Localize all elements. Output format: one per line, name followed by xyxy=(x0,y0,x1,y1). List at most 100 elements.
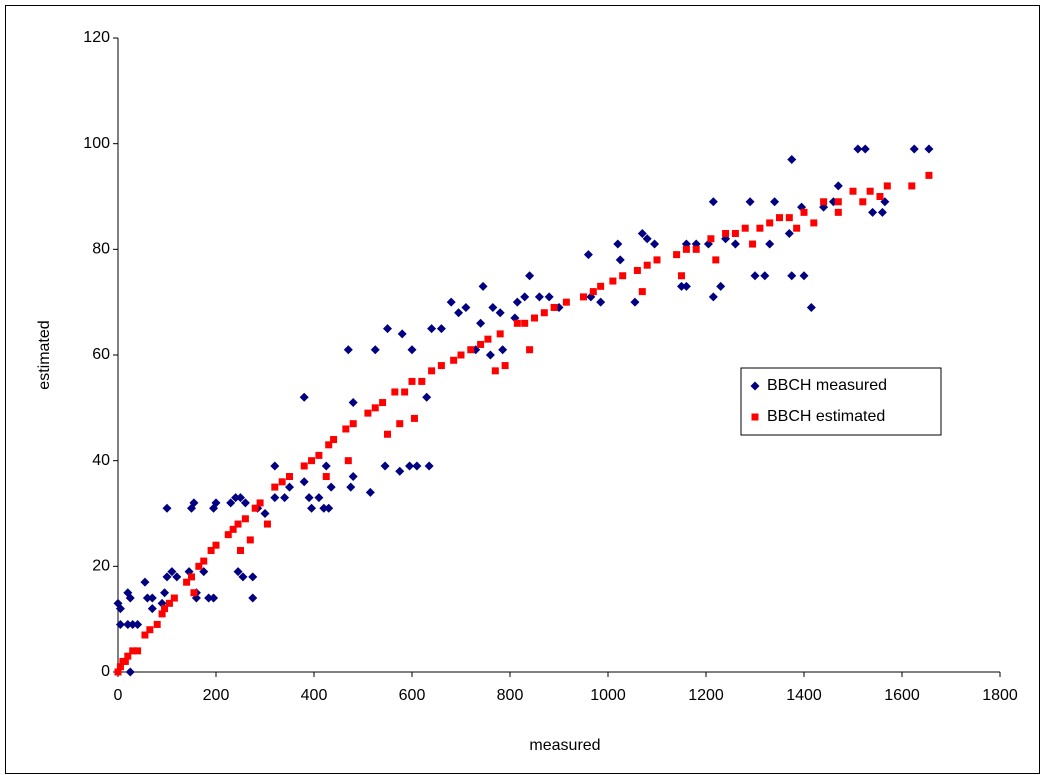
point xyxy=(188,573,195,581)
point xyxy=(550,303,558,311)
x-tick-label: 800 xyxy=(497,687,524,704)
point xyxy=(349,420,357,428)
point xyxy=(204,593,214,603)
point xyxy=(619,272,627,280)
point xyxy=(643,261,651,269)
point xyxy=(396,420,404,428)
point xyxy=(467,346,475,354)
point xyxy=(512,297,522,307)
point xyxy=(501,362,509,370)
point xyxy=(248,572,258,582)
point xyxy=(395,466,405,476)
point xyxy=(633,266,641,274)
point xyxy=(129,647,137,655)
point xyxy=(436,324,446,334)
point xyxy=(326,482,336,492)
x-tick-label: 200 xyxy=(203,687,230,704)
point xyxy=(580,293,587,301)
point xyxy=(609,277,617,285)
point xyxy=(348,398,358,408)
point xyxy=(165,599,173,607)
point xyxy=(673,251,681,259)
point xyxy=(300,462,308,470)
point xyxy=(596,297,606,307)
point xyxy=(765,239,775,249)
point xyxy=(167,567,177,577)
point xyxy=(319,503,329,513)
point xyxy=(877,207,887,217)
point xyxy=(231,493,241,503)
point xyxy=(597,282,605,290)
point xyxy=(308,457,316,465)
x-axis-title: measured xyxy=(529,737,600,754)
point xyxy=(322,473,330,481)
y-tick-label: 80 xyxy=(92,241,110,258)
point xyxy=(806,302,816,312)
point xyxy=(212,541,220,549)
point xyxy=(491,367,499,375)
point xyxy=(909,144,919,154)
point xyxy=(613,239,623,249)
point xyxy=(407,345,417,355)
x-tick-label: 1600 xyxy=(884,687,920,704)
point xyxy=(834,198,842,206)
point xyxy=(123,619,133,629)
point xyxy=(125,593,135,603)
point xyxy=(304,493,314,503)
point xyxy=(153,620,161,628)
point xyxy=(207,546,215,554)
point xyxy=(121,657,129,665)
point xyxy=(521,319,529,327)
point xyxy=(397,329,407,339)
point xyxy=(246,536,254,544)
point xyxy=(454,308,464,318)
point xyxy=(925,171,933,179)
point xyxy=(146,626,154,634)
point xyxy=(418,377,426,385)
point xyxy=(908,182,916,190)
point xyxy=(134,647,142,655)
point xyxy=(637,228,647,238)
point xyxy=(883,182,891,190)
point xyxy=(365,487,375,497)
point xyxy=(263,520,271,528)
point xyxy=(321,461,331,471)
point xyxy=(716,281,726,291)
point xyxy=(495,308,505,318)
point xyxy=(859,198,867,206)
point xyxy=(583,250,593,260)
point xyxy=(299,392,309,402)
point xyxy=(749,240,757,248)
y-tick-label: 120 xyxy=(83,29,110,46)
point xyxy=(256,499,264,507)
point xyxy=(237,546,244,554)
point xyxy=(195,562,203,570)
point xyxy=(638,288,646,296)
point xyxy=(380,461,390,471)
point xyxy=(785,214,793,222)
point xyxy=(540,309,548,317)
point xyxy=(461,302,471,312)
point xyxy=(784,228,794,238)
point xyxy=(498,345,508,355)
point xyxy=(526,346,534,354)
legend-label: BBCH measured xyxy=(767,377,887,394)
point xyxy=(330,436,338,444)
y-tick-label: 20 xyxy=(92,558,110,575)
point xyxy=(682,245,690,253)
legend-label: BBCH estimated xyxy=(767,408,885,425)
point xyxy=(712,256,720,264)
point xyxy=(615,255,625,265)
point xyxy=(437,362,445,370)
point xyxy=(412,461,422,471)
point xyxy=(534,292,544,302)
point xyxy=(477,340,485,348)
point xyxy=(370,345,380,355)
point xyxy=(125,667,135,677)
point xyxy=(692,245,700,253)
point xyxy=(200,557,208,565)
y-tick-label: 100 xyxy=(83,135,110,152)
point xyxy=(344,457,352,465)
point xyxy=(866,187,874,195)
